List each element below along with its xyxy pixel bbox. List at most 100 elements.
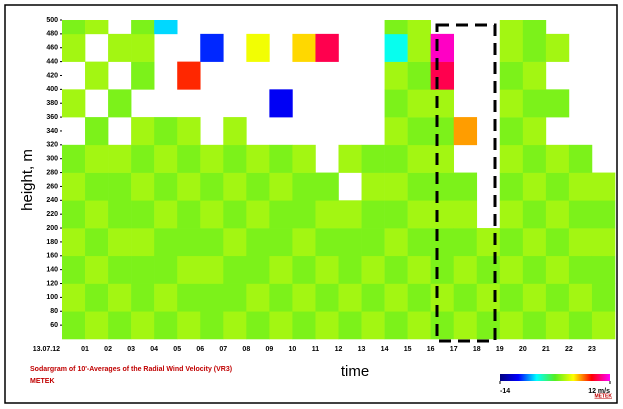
heatmap-cell: [545, 255, 570, 284]
heatmap-cell: [384, 61, 408, 90]
heatmap-cell: [131, 283, 155, 312]
heatmap-cell: [177, 172, 201, 201]
x-axis-label: time: [341, 363, 369, 380]
x-tick-label: 05: [173, 346, 181, 353]
heatmap-cell: [154, 228, 178, 257]
heatmap-cell: [453, 117, 478, 146]
heatmap-cell: [62, 255, 86, 284]
y-tick-label: 200: [46, 225, 58, 232]
heatmap-cell: [223, 200, 247, 229]
heatmap-cell: [476, 311, 501, 340]
x-tick-label: 09: [265, 346, 273, 353]
heatmap-cell: [269, 311, 293, 340]
heatmap-cell: [108, 89, 132, 118]
heatmap-cell: [85, 172, 109, 201]
heatmap-cell: [591, 255, 616, 284]
heatmap-cell: [545, 33, 570, 62]
x-tick-label: 18: [473, 346, 481, 353]
heatmap-cell: [154, 144, 178, 173]
heatmap-cell: [131, 20, 155, 35]
heatmap-cell: [453, 311, 478, 340]
heatmap-cell: [499, 20, 524, 35]
heatmap-cell: [315, 311, 339, 340]
heatmap-cell: [407, 200, 431, 229]
y-tick-label: 480: [46, 31, 58, 38]
x-tick-label: 20: [519, 346, 527, 353]
heatmap-cell: [177, 117, 201, 146]
x-tick-label: 06: [196, 346, 204, 353]
heatmap-cell: [522, 89, 547, 118]
heatmap-cell: [292, 228, 316, 257]
x-tick-label: 07: [219, 346, 227, 353]
y-tick-label: 180: [46, 239, 58, 246]
heatmap-cell: [430, 144, 455, 173]
heatmap-cell: [315, 200, 339, 229]
heatmap-cell: [246, 144, 270, 173]
heatmap-cell: [269, 283, 293, 312]
heatmap-cell: [154, 311, 178, 340]
heatmap-cell: [499, 228, 524, 257]
heatmap-cell: [338, 144, 362, 173]
x-tick-label: 13: [358, 346, 366, 353]
heatmap-cell: [200, 311, 224, 340]
heatmap-cell: [384, 283, 408, 312]
heatmap-cell: [499, 144, 524, 173]
heatmap-cell: [522, 144, 547, 173]
heatmap-cell: [361, 283, 385, 312]
x-tick-label: 01: [81, 346, 89, 353]
heatmap-cell: [545, 228, 570, 257]
heatmap-cell: [85, 144, 109, 173]
y-tick-label: 340: [46, 128, 58, 135]
heatmap-cell: [522, 228, 547, 257]
heatmap-cell: [407, 61, 431, 90]
heatmap-cell: [499, 33, 524, 62]
heatmap-cell: [453, 255, 478, 284]
heatmap-cell: [407, 311, 431, 340]
heatmap-cell: [200, 172, 224, 201]
heatmap-cell: [85, 228, 109, 257]
heatmap-cell: [200, 228, 224, 257]
heatmap-cell: [522, 61, 547, 90]
heatmap-cell: [269, 89, 293, 118]
heatmap-cell: [154, 283, 178, 312]
heatmap-cell: [85, 200, 109, 229]
heatmap-cell: [591, 200, 616, 229]
heatmap-cell: [499, 117, 524, 146]
heatmap-cell: [177, 228, 201, 257]
heatmap-cell: [177, 255, 201, 284]
heatmap-cell: [292, 283, 316, 312]
heatmap-cell: [223, 144, 247, 173]
y-tick-label: 160: [46, 253, 58, 260]
heatmap-cell: [499, 311, 524, 340]
y-tick-label: 500: [46, 17, 58, 24]
heatmap-cell: [85, 255, 109, 284]
heatmap-cell: [154, 117, 178, 146]
y-axis-label: height, m: [19, 149, 36, 211]
highlight-box: [435, 23, 497, 343]
heatmap-cell: [246, 311, 270, 340]
heatmap-cell: [522, 172, 547, 201]
heatmap-cell: [407, 228, 431, 257]
heatmap-cell: [407, 144, 431, 173]
heatmap-cell: [384, 20, 408, 35]
heatmap-cell: [545, 144, 570, 173]
heatmap-cell: [292, 33, 316, 62]
brand-logo: METEK: [595, 393, 613, 399]
heatmap-cell: [476, 283, 501, 312]
heatmap-cell: [522, 311, 547, 340]
heatmap-cell: [85, 283, 109, 312]
x-tick-label: 08: [242, 346, 250, 353]
heatmap-cell: [361, 228, 385, 257]
heatmap-cell: [223, 117, 247, 146]
heatmap-cell: [131, 117, 155, 146]
heatmap-cell: [131, 172, 155, 201]
heatmap-cell: [154, 20, 178, 35]
heatmap-cell: [200, 33, 224, 62]
heatmap-cell: [292, 172, 316, 201]
y-tick-label: 120: [46, 280, 58, 287]
heatmap-cell: [62, 283, 86, 312]
heatmap-cell: [200, 144, 224, 173]
heatmap-cell: [131, 33, 155, 62]
